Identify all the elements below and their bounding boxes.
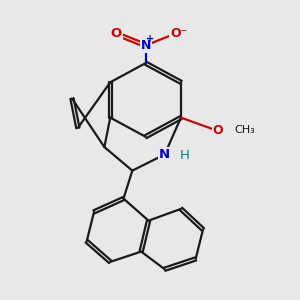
Text: N: N [140, 39, 151, 52]
Text: +: + [146, 34, 154, 44]
Text: N: N [159, 148, 170, 161]
Text: H: H [179, 149, 189, 162]
Text: O: O [110, 27, 122, 40]
Text: CH₃: CH₃ [234, 125, 255, 135]
Text: O: O [212, 124, 223, 137]
Text: O⁻: O⁻ [170, 27, 187, 40]
